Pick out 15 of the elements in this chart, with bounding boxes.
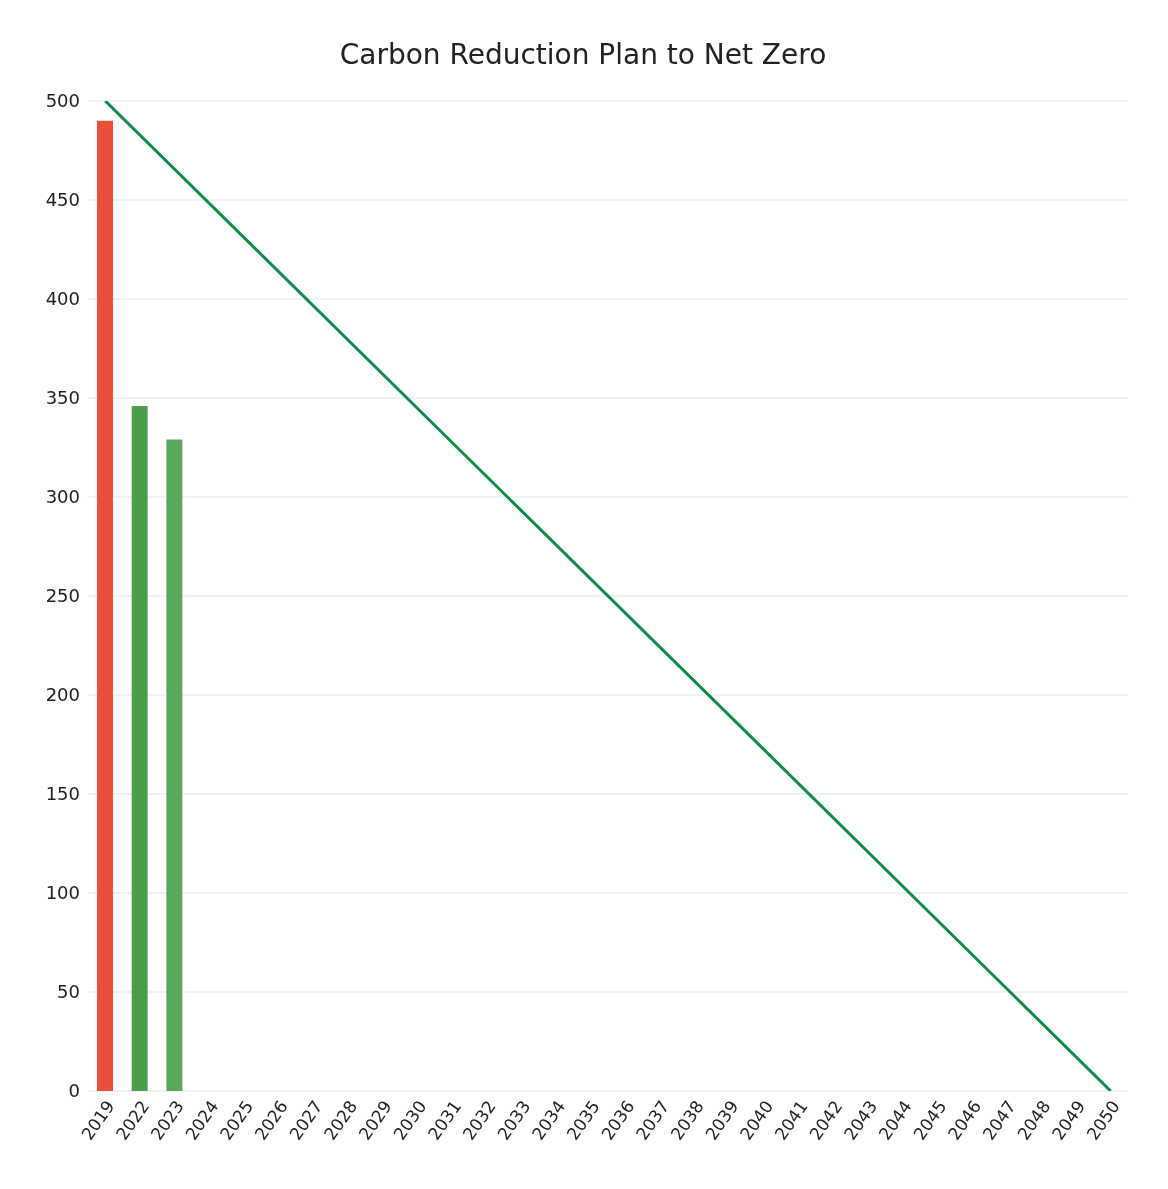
y-tick-label: 300: [45, 486, 80, 508]
y-tick-label: 200: [45, 684, 80, 706]
bar: [166, 439, 183, 1091]
y-tick-label: 150: [45, 783, 80, 805]
y-tick-label: 250: [45, 585, 80, 607]
bar: [97, 120, 113, 1091]
y-tick-label: 500: [45, 90, 80, 112]
y-tick-label: 400: [45, 288, 80, 310]
chart-title: Carbon Reduction Plan to Net Zero: [338, 37, 828, 71]
y-tick-label: 0: [68, 1080, 80, 1102]
y-tick-label: 450: [45, 189, 80, 211]
y-tick-label: 350: [45, 387, 80, 409]
bar: [131, 405, 148, 1091]
y-tick-label: 50: [57, 981, 80, 1003]
y-tick-label: 100: [45, 882, 80, 904]
